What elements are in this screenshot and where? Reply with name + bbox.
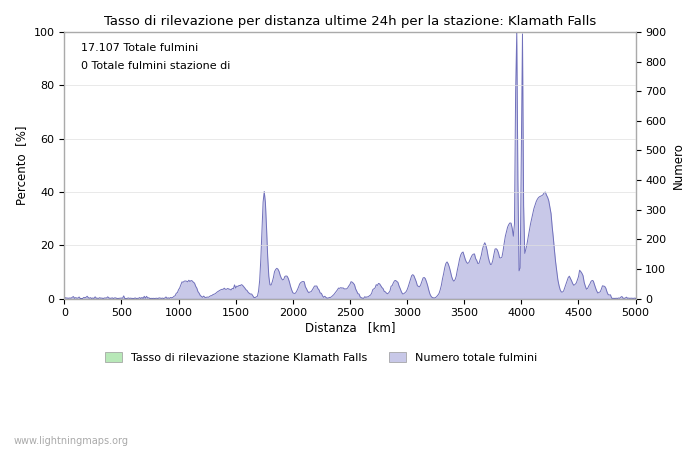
Title: Tasso di rilevazione per distanza ultime 24h per la stazione: Klamath Falls: Tasso di rilevazione per distanza ultime… xyxy=(104,15,596,28)
Y-axis label: Numero: Numero xyxy=(672,142,685,189)
Text: www.lightningmaps.org: www.lightningmaps.org xyxy=(14,436,129,446)
Legend: Tasso di rilevazione stazione Klamath Falls, Numero totale fulmini: Tasso di rilevazione stazione Klamath Fa… xyxy=(101,348,542,368)
Text: 17.107 Totale fulmini: 17.107 Totale fulmini xyxy=(81,43,199,53)
X-axis label: Distanza   [km]: Distanza [km] xyxy=(304,321,395,334)
Text: 0 Totale fulmini stazione di: 0 Totale fulmini stazione di xyxy=(81,61,231,71)
Y-axis label: Percento  [%]: Percento [%] xyxy=(15,126,28,205)
